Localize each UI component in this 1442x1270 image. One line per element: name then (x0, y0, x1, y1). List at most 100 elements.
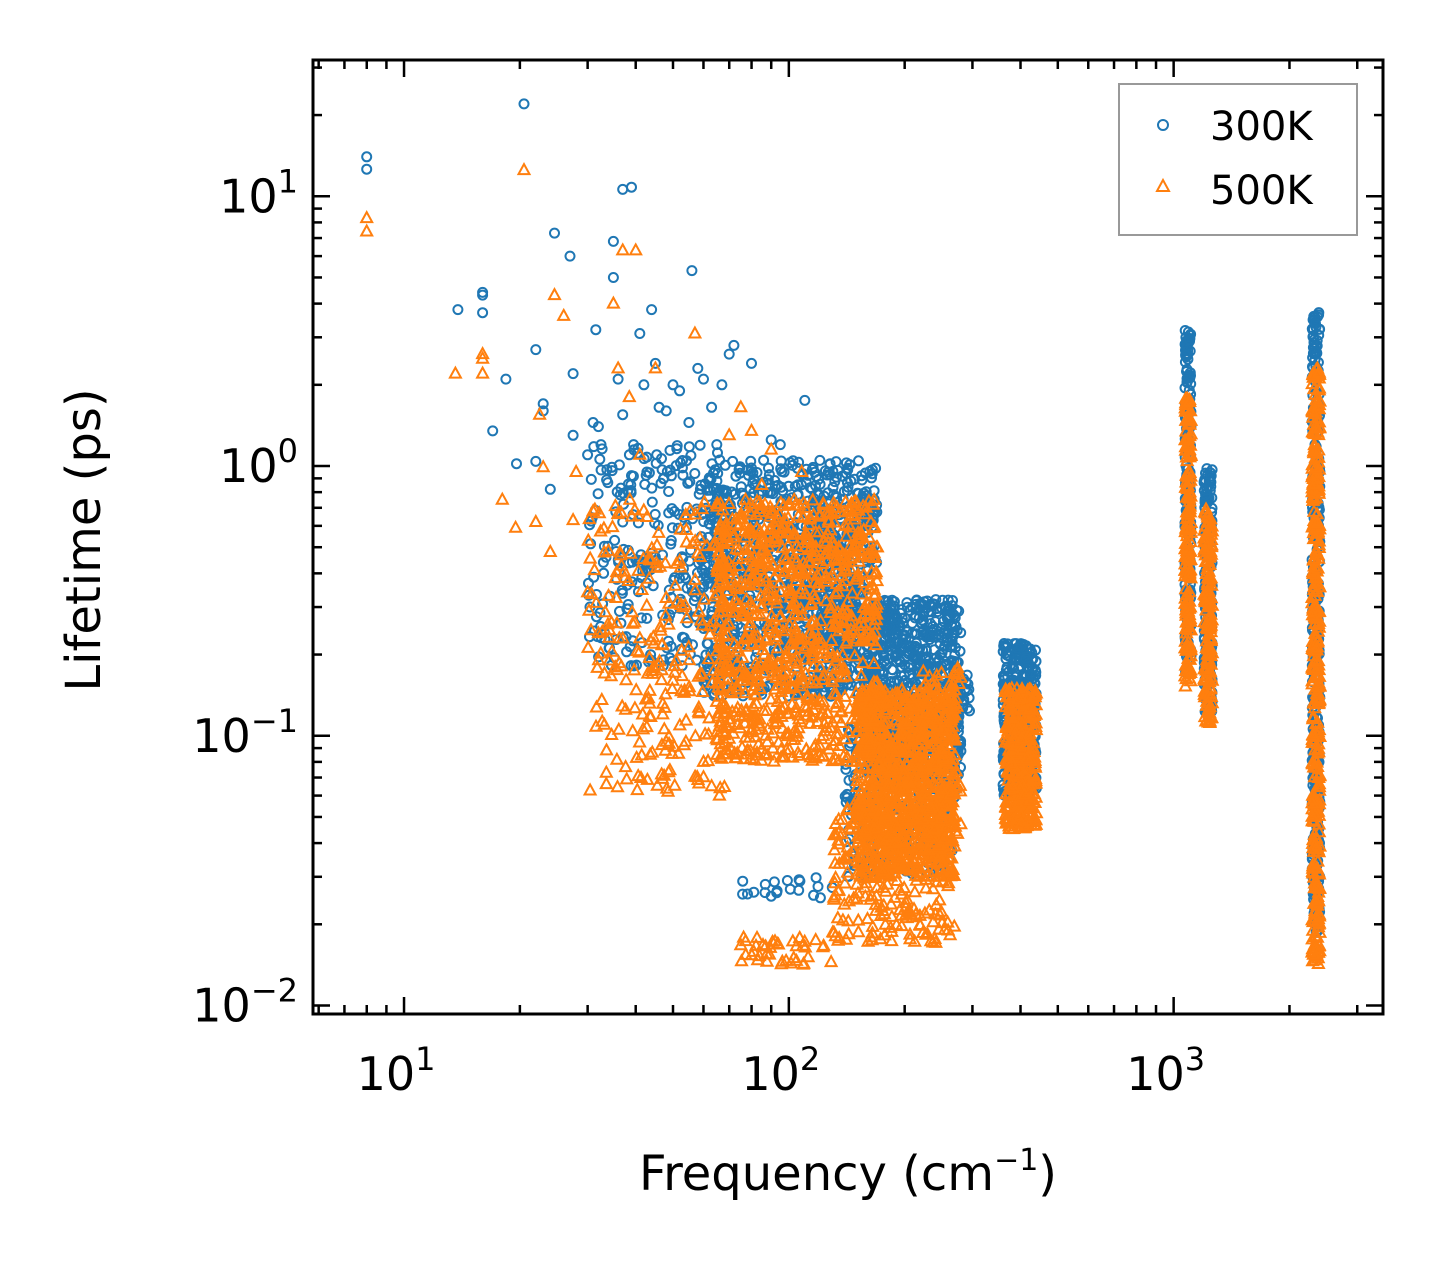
data-point-500k (667, 777, 682, 791)
data-point-300k (1003, 650, 1015, 662)
data-point-300k (937, 643, 949, 655)
data-point-500k (777, 648, 792, 662)
data-point-300k (582, 449, 594, 461)
data-point-500k (806, 613, 822, 627)
data-point-500k (716, 510, 731, 524)
data-point-300k (621, 646, 633, 658)
data-point-500k (714, 695, 730, 709)
data-point-300k (1308, 310, 1320, 322)
data-point-500k (711, 708, 726, 722)
data-point-500k (581, 602, 597, 616)
data-point-500k (602, 652, 617, 666)
data-point-500k (838, 635, 854, 649)
data-point-500k (648, 360, 663, 374)
data-point-500k (772, 563, 787, 577)
data-point-300k (954, 645, 966, 657)
data-point-500k (599, 764, 614, 778)
data-point-500k (604, 643, 620, 657)
data-point-300k (886, 594, 898, 606)
data-point-300k (762, 474, 774, 486)
data-point-500k (743, 549, 758, 563)
data-point-500k (608, 498, 623, 512)
data-point-500k (827, 552, 842, 566)
data-point-500k (869, 674, 885, 688)
data-point-500k (713, 639, 728, 653)
data-point-500k (765, 725, 781, 739)
data-point-500k (617, 569, 632, 583)
data-point-300k (666, 503, 678, 515)
data-point-300k (1185, 378, 1197, 390)
data-point-500k (783, 546, 798, 560)
data-point-500k (733, 399, 748, 413)
data-point-300k (674, 385, 686, 397)
data-point-300k (477, 307, 489, 319)
data-point-300k (626, 181, 637, 193)
data-point-500k (865, 542, 880, 556)
data-point-500k (855, 655, 871, 669)
data-point-500k (767, 716, 782, 730)
data-point-300k (768, 876, 780, 888)
data-point-300k (1012, 663, 1024, 675)
data-point-300k (841, 485, 853, 497)
data-point-500k (721, 562, 737, 576)
data-point-500k (750, 666, 765, 680)
data-point-500k (603, 668, 619, 682)
data-point-500k (760, 657, 775, 671)
data-point-500k (825, 674, 840, 688)
data-point-500k (792, 678, 808, 692)
data-point-300k (706, 458, 718, 470)
data-point-300k (698, 516, 710, 528)
data-point-500k (720, 671, 735, 685)
data-point-500k (359, 223, 374, 237)
data-point-500k (832, 737, 847, 751)
data-point-500k (606, 295, 621, 309)
data-point-500k (691, 699, 706, 713)
data-point-500k (752, 718, 767, 732)
data-point-500k (819, 553, 835, 567)
data-point-500k (798, 665, 813, 679)
data-point-500k (786, 530, 801, 544)
data-point-500k (744, 422, 759, 436)
data-point-500k (679, 534, 694, 548)
data-point-500k (556, 307, 571, 321)
data-point-500k (865, 549, 880, 563)
data-point-500k (583, 550, 598, 564)
data-point-300k (853, 455, 864, 467)
data-point-500k (863, 514, 879, 528)
data-point-300k (1307, 324, 1319, 336)
data-point-300k (809, 466, 821, 478)
data-point-500k (828, 618, 843, 632)
data-point-300k (1006, 662, 1018, 674)
data-point-500k (730, 640, 745, 654)
data-point-300k (946, 640, 958, 651)
data-point-500k (711, 705, 726, 719)
data-point-500k (568, 463, 584, 477)
data-point-500k (720, 626, 735, 640)
data-point-500k (744, 629, 760, 643)
data-point-500k (767, 624, 783, 638)
data-point-300k (742, 888, 753, 900)
data-point-500k (782, 741, 797, 755)
data-point-500k (790, 631, 806, 645)
data-point-500k (731, 557, 746, 571)
data-point-300k (775, 481, 787, 493)
data-point-500k (772, 609, 787, 623)
data-point-500k (731, 666, 747, 680)
data-point-500k (701, 651, 716, 665)
data-point-300k (622, 478, 634, 490)
data-point-300k (686, 265, 698, 277)
data-point-500k (590, 659, 605, 673)
data-point-500k (805, 492, 820, 506)
data-point-500k (678, 506, 693, 520)
data-point-500k (734, 608, 749, 622)
data-point-500k (789, 538, 804, 552)
data-point-500k (866, 581, 882, 595)
data-point-500k (656, 767, 672, 781)
data-point-300k (1181, 340, 1193, 352)
data-point-500k (801, 746, 816, 760)
data-point-500k (589, 699, 604, 713)
data-point-500k (837, 558, 852, 572)
data-point-500k (710, 585, 725, 599)
data-point-500k (848, 500, 863, 514)
data-point-300k (667, 379, 679, 391)
